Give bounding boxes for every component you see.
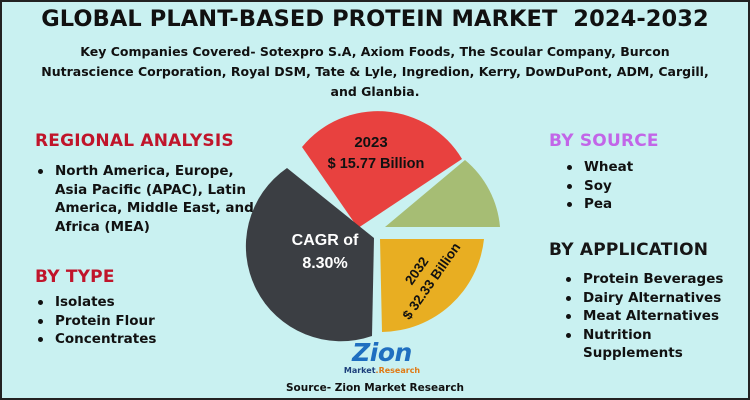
list-item: Pea [564,195,714,214]
application-list: Protein Beverages Dairy Alternatives Mea… [563,270,748,363]
source-note: Source- Zion Market Research [285,382,465,394]
list-item: Isolates [35,293,235,312]
by-source-heading: BY SOURCE [549,131,659,151]
by-type-heading: BY TYPE [35,267,115,287]
logo-sub-research: .Research [375,366,421,375]
page-title: GLOBAL PLANT-BASED PROTEIN MARKET 2024-2… [41,6,709,32]
list-item: Wheat [564,158,714,177]
regional-list: North America, Europe, Asia Pacific (APA… [35,162,260,236]
list-item: North America, Europe, Asia Pacific (APA… [35,162,260,236]
key-companies-text: Key Companies Covered- Sotexpro S.A, Axi… [41,44,709,99]
list-item: Dairy Alternatives [563,289,748,308]
logo-sub-market: Market [343,366,376,375]
pie-cagr-value: 8.30% [302,255,347,272]
list-item: Soy [564,177,714,196]
logo-wordmark: Zion [352,338,412,367]
pie-cagr-label: CAGR of [292,232,359,249]
logo-subtext: Market.Research [340,366,424,375]
type-list: Isolates Protein Flour Concentrates [35,293,235,349]
pie-year-2023: 2023 [354,134,387,151]
pie-slice-cagr [245,168,374,342]
pie-slice-source [385,160,500,227]
list-item: Protein Beverages [563,270,748,289]
pie-slice-2023 [302,111,462,228]
source-list: Wheat Soy Pea [564,158,714,214]
pie-slice-2032 [380,239,484,332]
pie-value-2023: $ 15.77 Billion [328,156,425,172]
list-item: Nutrition Supplements [563,326,748,363]
list-item: Meat Alternatives [563,307,748,326]
zion-logo: Zion Market.Research [340,338,424,378]
regional-analysis-heading: REGIONAL ANALYSIS [35,131,234,151]
list-item: Concentrates [35,330,235,349]
by-application-heading: BY APPLICATION [549,240,709,260]
list-item: Protein Flour [35,312,235,331]
